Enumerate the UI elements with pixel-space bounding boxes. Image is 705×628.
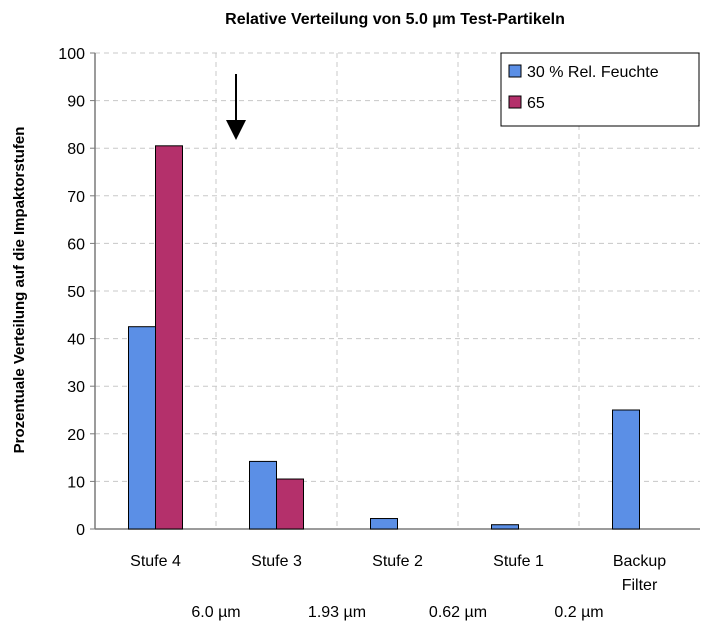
cut-size-label: 0.62 µm — [429, 604, 487, 621]
bars — [128, 145, 640, 530]
y-tick-label: 40 — [67, 332, 85, 349]
bar-series2 — [276, 478, 304, 530]
bar-series1 — [491, 524, 519, 530]
x-category-label: Stufe 3 — [251, 553, 302, 570]
gridlines — [95, 52, 700, 529]
legend-box — [500, 52, 700, 127]
x-axis-categories: Stufe 4 Stufe 3 Stufe 2 Stufe 1 Backup Filter — [130, 553, 666, 594]
cut-size-label: 1.93 µm — [308, 604, 366, 621]
y-tick-label: 30 — [67, 379, 85, 396]
y-tick-label: 10 — [67, 474, 85, 491]
legend: 30 % Rel. Feuchte 65 — [500, 52, 700, 127]
cut-size-labels: 6.0 µm 1.93 µm 0.62 µm 0.2 µm — [191, 604, 603, 621]
y-tick-label: 90 — [67, 94, 85, 111]
bar-series1 — [370, 518, 398, 530]
legend-label: 65 — [527, 95, 545, 112]
bar-series1 — [128, 326, 156, 530]
arrow-down-icon — [226, 74, 246, 140]
y-tick-label: 20 — [67, 427, 85, 444]
bar-series2 — [155, 145, 183, 530]
y-tick-label: 80 — [67, 141, 85, 158]
legend-label: 30 % Rel. Feuchte — [527, 64, 659, 81]
bar-series1 — [249, 460, 277, 530]
y-tick-label: 100 — [58, 46, 85, 63]
x-category-label: Backup Filter — [613, 553, 666, 594]
x-category-label: Stufe 4 — [130, 553, 181, 570]
bar-series1 — [612, 409, 640, 530]
y-tick-label: 0 — [76, 522, 85, 539]
y-axis-ticks: 0 10 20 30 40 50 60 70 80 90 100 — [58, 46, 95, 539]
x-category-label: Stufe 1 — [493, 553, 544, 570]
legend-swatch — [508, 64, 522, 78]
cut-size-label: 0.2 µm — [554, 604, 603, 621]
legend-swatch — [508, 95, 522, 109]
y-tick-label: 50 — [67, 284, 85, 301]
y-axis-label: Prozentuale Verteilung auf die Impaktors… — [11, 127, 28, 454]
y-tick-label: 70 — [67, 189, 85, 206]
chart-title: Relative Verteilung von 5.0 µm Test-Part… — [225, 11, 565, 28]
y-tick-label: 60 — [67, 236, 85, 253]
x-category-label: Stufe 2 — [372, 553, 423, 570]
cut-size-label: 6.0 µm — [191, 604, 240, 621]
